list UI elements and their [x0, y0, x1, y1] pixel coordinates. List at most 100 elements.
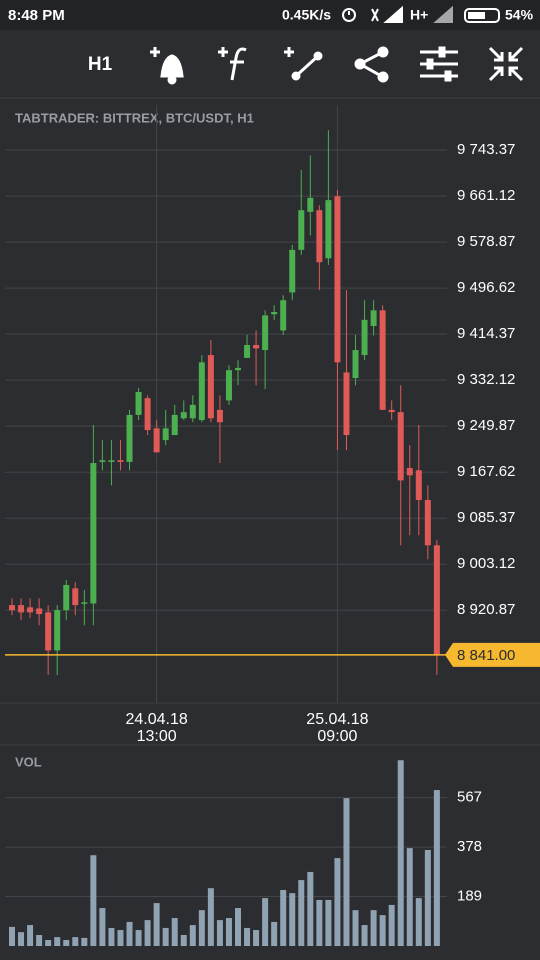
- share-button[interactable]: [354, 46, 389, 83]
- candle-body: [289, 249, 296, 293]
- candle-body: [307, 197, 314, 212]
- volume-bar: [153, 903, 160, 946]
- volume-bar: [81, 937, 88, 946]
- volume-bar: [361, 925, 368, 946]
- candle-body: [171, 414, 178, 436]
- candle-body: [45, 612, 52, 651]
- candle-body: [180, 412, 187, 419]
- candle-body: [370, 310, 377, 326]
- candle-body: [271, 312, 278, 315]
- candle-body: [207, 355, 214, 419]
- candle-body: [298, 210, 305, 250]
- volume-bar: [307, 871, 314, 946]
- volume-bar: [126, 921, 133, 946]
- candle-body: [90, 463, 97, 604]
- candle-body: [406, 468, 413, 476]
- status-network: H+: [410, 7, 428, 23]
- y-tick-label: 189: [457, 888, 482, 905]
- y-tick-label: 9 167.62: [457, 463, 515, 480]
- candle-body: [189, 404, 196, 419]
- candle-body: [424, 499, 431, 546]
- volume-bar: [171, 918, 178, 946]
- volume-bar: [27, 925, 34, 946]
- candle-body: [280, 300, 287, 331]
- candle-body: [334, 196, 341, 363]
- volume-bar: [235, 908, 241, 946]
- candle-body: [235, 367, 241, 371]
- volume-bar: [54, 937, 61, 946]
- volume-bar: [180, 935, 187, 946]
- candle-body: [198, 362, 205, 420]
- volume-bar: [225, 918, 232, 946]
- volume-bar: [352, 910, 359, 946]
- collapse-button[interactable]: [488, 46, 524, 82]
- volume-bar: [45, 939, 52, 946]
- alert-button[interactable]: [150, 47, 184, 85]
- volume-bar: [262, 898, 269, 946]
- volume-bar: [135, 930, 142, 946]
- status-bar: [0, 0, 540, 30]
- candle-body: [397, 412, 404, 481]
- volume-bar: [316, 899, 323, 946]
- y-tick-label: 8 920.87: [457, 601, 515, 618]
- y-tick-label: 567: [457, 789, 482, 806]
- volume-bar: [144, 920, 151, 946]
- status-time: 8:48 PM: [8, 7, 65, 24]
- candle-body: [144, 398, 151, 431]
- volume-title: VOL: [15, 754, 42, 769]
- candle-body: [433, 545, 440, 656]
- candle-body: [135, 391, 142, 415]
- status-battery: 54%: [505, 7, 534, 23]
- volume-bar: [406, 848, 413, 946]
- toolbar-icons: [150, 46, 524, 85]
- volume-bar: [289, 893, 296, 946]
- candle-body: [126, 414, 133, 462]
- candle-body: [108, 460, 115, 462]
- volume-bar: [9, 926, 15, 946]
- candle-body: [81, 602, 88, 604]
- volume-bar: [424, 849, 431, 946]
- volume-bar: [325, 899, 332, 946]
- volume-bar: [334, 858, 341, 946]
- volume-bar: [271, 921, 278, 946]
- volume-bar: [397, 760, 404, 946]
- candle-body: [72, 588, 79, 606]
- candle-body: [388, 409, 395, 413]
- drawing-button[interactable]: [284, 47, 323, 81]
- y-tick-label: 9 578.87: [457, 233, 515, 250]
- settings-button[interactable]: [420, 46, 458, 82]
- volume-bar: [36, 935, 43, 946]
- indicator-button[interactable]: [218, 47, 247, 81]
- candle-body: [352, 350, 359, 379]
- candle-body: [18, 605, 25, 613]
- candle-body: [54, 610, 61, 651]
- candle-body: [343, 372, 350, 436]
- y-tick-label: 9 743.37: [457, 141, 515, 158]
- status-icons: [342, 5, 500, 23]
- candle-body: [27, 607, 34, 613]
- candle-body: [262, 315, 269, 351]
- candle-body: [361, 319, 368, 356]
- timeframe-button[interactable]: H1: [88, 54, 113, 75]
- volume-bar: [370, 910, 377, 946]
- candle-body: [253, 345, 260, 349]
- y-tick-label: 9 085.37: [457, 509, 515, 526]
- candle-body: [9, 605, 15, 611]
- volume-bar: [343, 798, 350, 946]
- candle-body: [36, 608, 43, 615]
- last-price-label: 8 841.00: [457, 647, 515, 664]
- status-speed: 0.45K/s: [282, 7, 331, 23]
- volume-bar: [108, 927, 115, 946]
- last-price-tag: [445, 642, 540, 667]
- candle-body: [117, 460, 124, 462]
- volume-bar: [162, 927, 169, 946]
- candle-body: [225, 370, 232, 401]
- candle-body: [379, 310, 386, 410]
- candle-body: [325, 200, 332, 259]
- volume-bar: [198, 910, 205, 946]
- y-tick-label: 9 332.12: [457, 371, 515, 388]
- candle-body: [162, 428, 169, 441]
- volume-bar: [253, 930, 260, 946]
- toolbar: [0, 30, 540, 97]
- volume-bar: [63, 939, 70, 946]
